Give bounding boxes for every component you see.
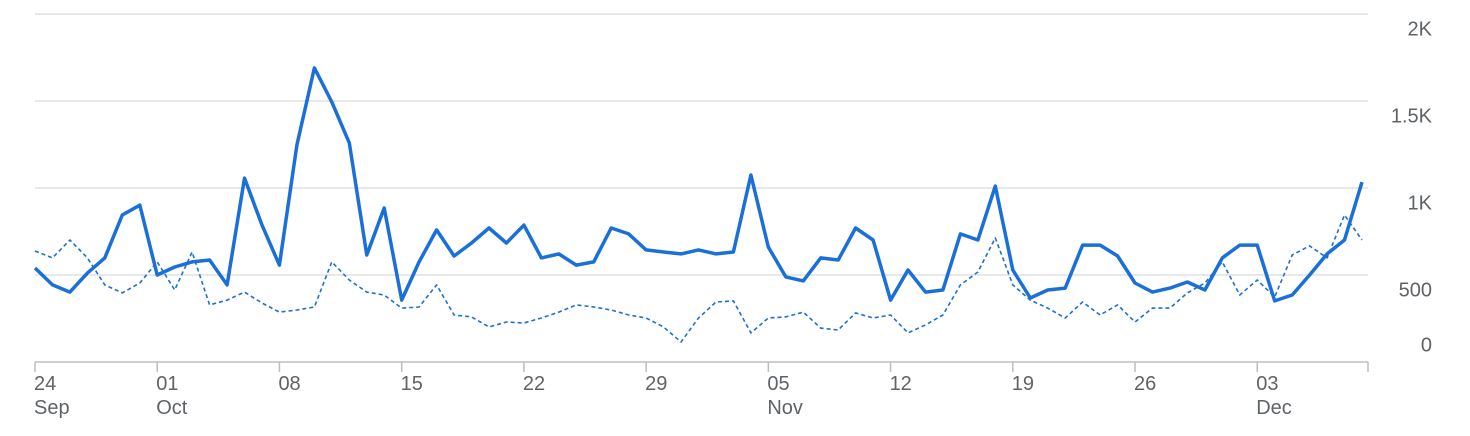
series-line <box>34 214 1363 343</box>
y-tick-label: 0 <box>1421 334 1432 356</box>
x-tick-label: 05 Nov <box>767 373 803 419</box>
x-tick-label: 03 Dec <box>1256 373 1292 419</box>
y-tick-label: 1.5K <box>1391 105 1433 127</box>
x-tick-label: 24 Sep <box>34 373 70 419</box>
x-tick-label: 08 <box>278 373 301 395</box>
x-tick-label: 29 <box>645 373 668 395</box>
series-line <box>33 66 1364 303</box>
y-tick-label: 1K <box>1408 192 1433 214</box>
x-tick-label: 26 <box>1134 373 1157 395</box>
y-tick-label: 500 <box>1399 279 1432 301</box>
y-tick-label: 2K <box>1408 18 1433 40</box>
x-tick-label: 22 <box>522 373 546 395</box>
x-tick-label: 15 <box>400 373 423 395</box>
x-tick-label: 12 <box>889 373 912 395</box>
x-tick-label: 19 <box>1011 373 1035 395</box>
x-tick-label: 01 Oct <box>156 373 188 419</box>
